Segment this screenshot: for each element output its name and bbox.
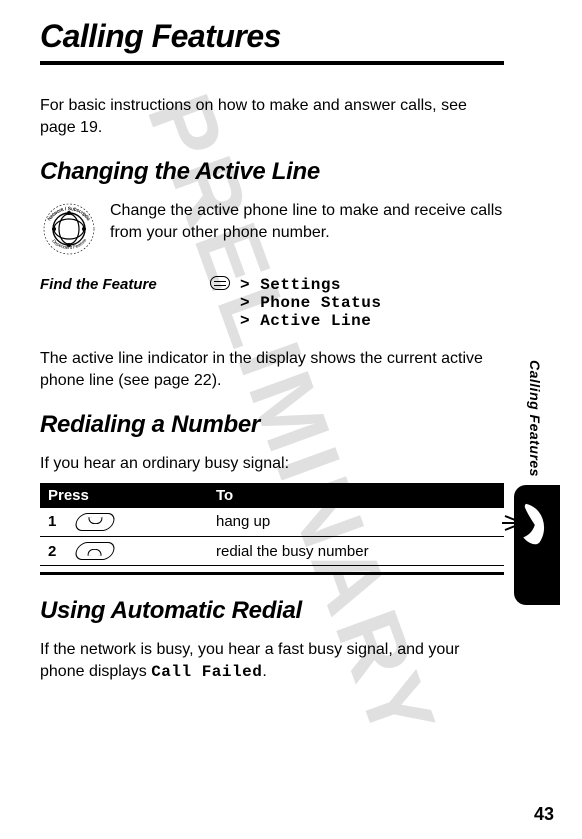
table-end-rule (40, 572, 504, 575)
step-number: 1 (40, 508, 68, 537)
changing-line-para: Change the active phone line to make and… (110, 200, 504, 258)
find-the-feature: Find the Feature > Settings > Phone Stat… (40, 276, 504, 330)
redial-intro: If you hear an ordinary busy signal: (40, 453, 504, 475)
step-action: hang up (208, 508, 504, 537)
table-row: 1 hang up (40, 508, 504, 537)
network-feature-icon: Network / Subscription Dependent Feature… (40, 200, 98, 258)
heading-redial: Redialing a Number (40, 411, 504, 439)
table-row: 2 redial the busy number (40, 537, 504, 566)
intro-paragraph: For basic instructions on how to make an… (40, 95, 504, 138)
menu-path-3: > Active Line (240, 312, 371, 330)
changing-after-para: The active line indicator in the display… (40, 348, 504, 391)
redial-table: Press To 1 hang up 2 redial the busy num… (40, 483, 504, 566)
send-key-icon (73, 542, 117, 560)
find-label: Find the Feature (40, 276, 190, 293)
step-number: 2 (40, 537, 68, 566)
menu-path: > Settings > Phone Status > Active Line (210, 276, 381, 330)
auto-redial-para: If the network is busy, you hear a fast … (40, 639, 504, 683)
call-failed-code: Call Failed (151, 663, 262, 681)
menu-path-2: > Phone Status (240, 294, 381, 312)
title-rule (40, 61, 504, 65)
heading-auto-redial: Using Automatic Redial (40, 597, 504, 625)
key-send (68, 537, 208, 566)
step-action: redial the busy number (208, 537, 504, 566)
key-hangup (68, 508, 208, 537)
page-title: Calling Features (40, 18, 504, 55)
menu-key-icon (210, 276, 230, 290)
col-press: Press (40, 483, 208, 508)
auto-text-after: . (262, 663, 266, 680)
hangup-key-icon (73, 513, 117, 531)
feature-with-icon: Network / Subscription Dependent Feature… (40, 200, 504, 258)
heading-changing-line: Changing the Active Line (40, 158, 504, 186)
menu-path-1: > Settings (240, 276, 341, 294)
col-to: To (208, 483, 504, 508)
